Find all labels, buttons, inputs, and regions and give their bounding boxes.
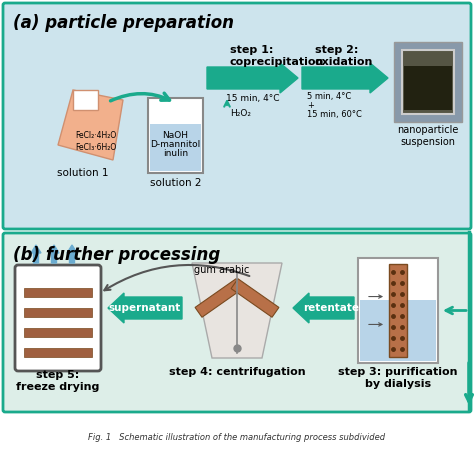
FancyBboxPatch shape bbox=[394, 42, 462, 122]
FancyBboxPatch shape bbox=[24, 308, 92, 317]
Polygon shape bbox=[231, 279, 279, 317]
Text: supernatant: supernatant bbox=[109, 303, 181, 313]
Text: solution 2: solution 2 bbox=[150, 178, 201, 188]
FancyBboxPatch shape bbox=[358, 258, 438, 363]
FancyBboxPatch shape bbox=[3, 3, 471, 229]
FancyBboxPatch shape bbox=[24, 328, 92, 337]
Text: solution 1: solution 1 bbox=[57, 168, 109, 178]
FancyBboxPatch shape bbox=[24, 348, 92, 357]
FancyBboxPatch shape bbox=[24, 288, 92, 297]
FancyBboxPatch shape bbox=[360, 300, 436, 361]
FancyBboxPatch shape bbox=[404, 66, 452, 110]
FancyBboxPatch shape bbox=[15, 265, 101, 371]
FancyBboxPatch shape bbox=[389, 264, 407, 357]
Text: Fig. 1   Schematic illustration of the manufacturing process subdivided: Fig. 1 Schematic illustration of the man… bbox=[89, 433, 385, 442]
Text: inulin: inulin bbox=[163, 149, 188, 158]
Text: coprecipitation: coprecipitation bbox=[230, 57, 324, 67]
FancyArrow shape bbox=[108, 293, 182, 323]
FancyArrow shape bbox=[31, 245, 41, 263]
Text: H₂O₂: H₂O₂ bbox=[230, 108, 251, 117]
Text: oxidation: oxidation bbox=[315, 57, 374, 67]
FancyArrow shape bbox=[67, 245, 77, 263]
Text: gum arabic: gum arabic bbox=[194, 265, 250, 275]
Text: NaOH: NaOH bbox=[163, 131, 189, 140]
Text: D-mannitol: D-mannitol bbox=[150, 140, 201, 149]
Text: 15 min, 4°C: 15 min, 4°C bbox=[226, 94, 279, 103]
Text: FeCl₃·6H₂O: FeCl₃·6H₂O bbox=[75, 144, 117, 153]
FancyBboxPatch shape bbox=[148, 98, 203, 173]
Polygon shape bbox=[195, 279, 243, 317]
Polygon shape bbox=[192, 263, 282, 358]
FancyArrow shape bbox=[302, 63, 388, 93]
Text: (a) particle preparation: (a) particle preparation bbox=[13, 14, 234, 32]
Text: step 4: centrifugation: step 4: centrifugation bbox=[169, 367, 305, 377]
Text: retentate: retentate bbox=[303, 303, 359, 313]
FancyArrow shape bbox=[207, 63, 298, 93]
Text: (b) further processing: (b) further processing bbox=[13, 246, 220, 264]
Polygon shape bbox=[58, 90, 123, 160]
FancyBboxPatch shape bbox=[150, 124, 201, 171]
Polygon shape bbox=[73, 90, 98, 110]
Text: step 2:: step 2: bbox=[315, 45, 358, 55]
FancyBboxPatch shape bbox=[402, 50, 454, 114]
Text: +: + bbox=[307, 100, 314, 109]
Text: nanoparticle
suspension: nanoparticle suspension bbox=[397, 125, 459, 147]
Text: 15 min, 60°C: 15 min, 60°C bbox=[307, 109, 362, 118]
Text: step 1:: step 1: bbox=[230, 45, 273, 55]
Text: FeCl₂·4H₂O: FeCl₂·4H₂O bbox=[75, 130, 117, 140]
Text: 5 min, 4°C: 5 min, 4°C bbox=[307, 91, 351, 100]
FancyBboxPatch shape bbox=[3, 233, 471, 412]
Text: step 3: purification
by dialysis: step 3: purification by dialysis bbox=[338, 367, 458, 389]
Text: step 5:
freeze drying: step 5: freeze drying bbox=[16, 370, 100, 392]
FancyArrow shape bbox=[49, 245, 59, 263]
FancyArrow shape bbox=[293, 293, 354, 323]
